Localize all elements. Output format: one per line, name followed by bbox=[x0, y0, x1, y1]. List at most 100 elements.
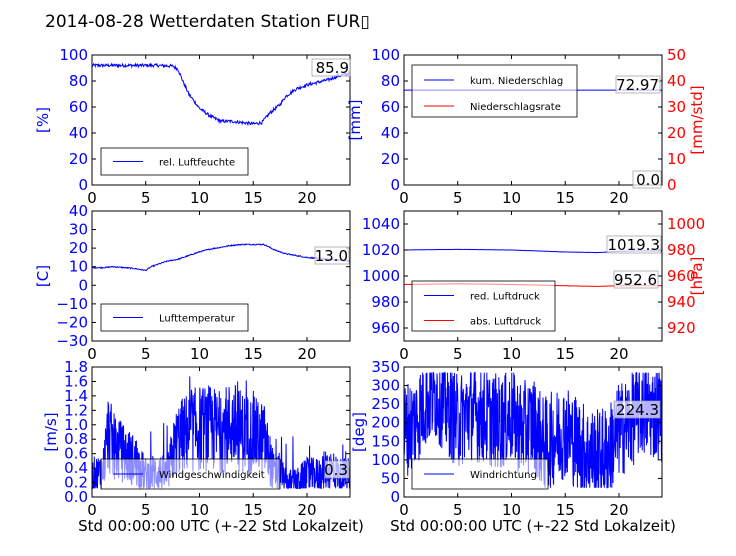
x-tick-label: 5 bbox=[141, 189, 151, 207]
y-tick-label: 1040 bbox=[362, 215, 400, 233]
y2-tick-label: 10 bbox=[667, 150, 686, 168]
annotation-label: 72.97 bbox=[616, 76, 659, 94]
y-tick-label: 0.8 bbox=[64, 430, 88, 448]
x-tick-label: 10 bbox=[190, 345, 209, 363]
annotation-box bbox=[613, 270, 659, 289]
annotation-box bbox=[632, 170, 662, 189]
y-tick-label: 80 bbox=[69, 72, 88, 90]
legend-label: red. Luftdruck bbox=[470, 292, 540, 303]
x-tick-label: 0 bbox=[87, 189, 97, 207]
plot-frame-winddirection bbox=[403, 366, 663, 498]
x-tick-label: 5 bbox=[453, 501, 463, 519]
legend-winddirection: Windrichtung bbox=[411, 458, 549, 490]
y2-tick-label: 20 bbox=[667, 124, 686, 142]
value-annotation-pressure: 1019.3 bbox=[606, 235, 662, 254]
y-tick-label: −10 bbox=[56, 295, 88, 313]
plot-humidity: 0 5 10 15 20 0 20 40 60 80 100 [%] rel. Luftfeuchte 8… bbox=[34, 46, 351, 207]
x-tick-label: 15 bbox=[556, 189, 575, 207]
x-tick-label: 0 bbox=[399, 501, 409, 519]
y-tick-label: 1.2 bbox=[64, 401, 88, 419]
x-tick-label: 20 bbox=[609, 345, 628, 363]
plot-frame-windspeed bbox=[91, 366, 351, 498]
annotation-box bbox=[311, 58, 351, 77]
legend-label: kum. Niederschlag bbox=[470, 76, 563, 87]
annotation-label: 1019.3 bbox=[608, 236, 661, 254]
x-tick-label: 20 bbox=[609, 501, 628, 519]
y-tick-label: 1020 bbox=[362, 241, 400, 259]
series-line-temperature-0 bbox=[92, 243, 350, 272]
y2-axis-label: [mm/std] bbox=[688, 85, 706, 154]
chart-title: 2014-08-28 Wetterdaten Station FUR▯ bbox=[45, 12, 370, 32]
plot-pressure: 0 5 10 15 20 960 980 1000 1020 1040 920 940 960 980 10… bbox=[362, 210, 706, 363]
x-tick-label: 15 bbox=[556, 501, 575, 519]
legend-label: Windgeschwindigkeit bbox=[159, 470, 265, 481]
y-tick-label: 20 bbox=[69, 239, 88, 257]
y-tick-label: 100 bbox=[59, 46, 88, 64]
value-annotation-pressure: 952.6 bbox=[613, 270, 659, 289]
x-tick-label: 20 bbox=[297, 345, 316, 363]
x-tick-label: 10 bbox=[190, 189, 209, 207]
x-tick-label: 10 bbox=[502, 501, 521, 519]
y2-tick-label: 30 bbox=[667, 98, 686, 116]
x-tick-label: 10 bbox=[502, 345, 521, 363]
plot-temperature: 0 5 10 15 20−30−20−10010203040[C]Lufttempera… bbox=[34, 202, 351, 363]
x-tick-label: 0 bbox=[87, 501, 97, 519]
annotation-box bbox=[615, 75, 661, 94]
annotation-label: 85.9 bbox=[316, 59, 349, 77]
plot-frame-precipitation bbox=[403, 54, 663, 186]
plot-frame-temperature bbox=[91, 210, 351, 342]
y-tick-label: 1.8 bbox=[64, 358, 88, 376]
y-tick-label: −30 bbox=[56, 332, 88, 350]
y-tick-label: 0.2 bbox=[64, 474, 88, 492]
legend-humidity: rel. Luftfeuchte bbox=[100, 147, 249, 176]
y-tick-label: 1.0 bbox=[64, 416, 88, 434]
y-tick-label: 60 bbox=[381, 98, 400, 116]
y-tick-label: 60 bbox=[69, 98, 88, 116]
annotation-label: 224.3 bbox=[616, 401, 659, 419]
value-annotation-windspeed: 0.3 bbox=[324, 460, 350, 479]
y-axis-label: [C] bbox=[34, 265, 52, 287]
y-tick-label: 100 bbox=[371, 451, 400, 469]
x-tick-label: 15 bbox=[556, 345, 575, 363]
y-tick-label: 0.4 bbox=[64, 459, 88, 477]
x-tick-label: 0 bbox=[399, 189, 409, 207]
annotation-label: 0.0 bbox=[636, 171, 660, 189]
legend-temperature: Lufttemperatur bbox=[100, 303, 249, 332]
y-tick-label: 200 bbox=[371, 414, 400, 432]
annotation-box bbox=[613, 400, 661, 419]
y-tick-label: −20 bbox=[56, 313, 88, 331]
series-line-humidity-0 bbox=[92, 62, 350, 127]
x-axis-label: Std 00:00:00 UTC (+-22 Std Lokalzeit) bbox=[78, 517, 364, 535]
y-tick-label: 350 bbox=[371, 358, 400, 376]
x-tick-label: 10 bbox=[502, 189, 521, 207]
x-tick-label: 5 bbox=[141, 345, 151, 363]
value-annotation-precipitation: 72.97 bbox=[615, 75, 661, 94]
y-tick-label: 30 bbox=[69, 221, 88, 239]
legend-label: rel. Luftfeuchte bbox=[159, 158, 235, 169]
y-tick-label: 960 bbox=[371, 319, 400, 337]
y-tick-label: 20 bbox=[69, 150, 88, 168]
y2-tick-label: 40 bbox=[667, 72, 686, 90]
x-tick-label: 15 bbox=[244, 345, 263, 363]
y-tick-label: 0 bbox=[390, 488, 400, 506]
x-tick-label: 0 bbox=[87, 345, 97, 363]
y-axis-label: [mm] bbox=[346, 100, 364, 141]
legend-windspeed: Windgeschwindigkeit bbox=[100, 458, 281, 490]
y-tick-label: 40 bbox=[381, 124, 400, 142]
annotation-box bbox=[314, 246, 350, 265]
legend-box bbox=[411, 458, 549, 490]
y-tick-label: 1000 bbox=[362, 267, 400, 285]
y-tick-label: 40 bbox=[69, 124, 88, 142]
legend-label: abs. Luftdruck bbox=[470, 317, 541, 328]
value-annotation-winddirection: 224.3 bbox=[613, 400, 661, 419]
annotation-label: 13.0 bbox=[315, 247, 348, 265]
y-tick-label: 0.6 bbox=[64, 445, 88, 463]
y-tick-label: 20 bbox=[381, 150, 400, 168]
legend-box bbox=[411, 280, 556, 332]
y2-tick-label: 980 bbox=[667, 241, 696, 259]
y-tick-label: 0.0 bbox=[64, 488, 88, 506]
x-tick-label: 5 bbox=[141, 501, 151, 519]
y-axis-label: [m/s] bbox=[42, 412, 60, 451]
y2-axis-label: [hPa] bbox=[688, 257, 706, 296]
legend-pressure: red. Luftdruck abs. Luftdruck bbox=[411, 280, 556, 332]
